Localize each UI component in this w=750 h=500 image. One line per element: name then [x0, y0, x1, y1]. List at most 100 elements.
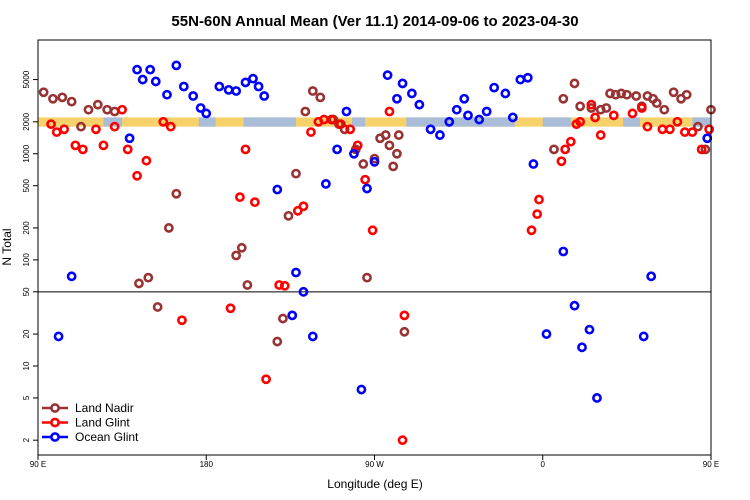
point-land-nadir: [621, 89, 632, 100]
point-land-nadir: [693, 121, 703, 132]
band-ocean: [103, 117, 123, 127]
point-ocean-glint: [541, 329, 552, 339]
x-axis: 90 E 180 90 W 0 90 E: [30, 455, 719, 469]
band-ocean: [406, 117, 515, 127]
point-ocean-glint: [253, 81, 264, 92]
point-ocean-glint: [145, 64, 156, 75]
point-land-glint: [679, 127, 690, 137]
point-land-nadir: [616, 88, 627, 99]
point-ocean-glint: [178, 81, 189, 92]
point-ocean-glint: [240, 77, 251, 88]
point-land-nadir: [549, 144, 559, 155]
point-land-glint: [165, 121, 176, 132]
point-land-nadir: [388, 161, 399, 172]
point-land-glint: [360, 174, 371, 185]
point-land-glint: [225, 303, 236, 314]
point-ocean-glint: [646, 271, 657, 282]
point-ocean-glint: [298, 286, 309, 297]
x-tick-label: 0: [541, 460, 546, 469]
point-land-nadir: [651, 98, 662, 109]
point-land-nadir: [358, 159, 369, 169]
point-land-glint: [109, 121, 120, 132]
point-ocean-glint: [124, 133, 135, 144]
legend-marker: [50, 417, 60, 428]
point-ocean-glint: [414, 99, 425, 110]
y-axis: 2 5 10 20 50 100 200 500 1000 2000 5000: [22, 70, 38, 442]
point-land-nadir: [92, 99, 103, 110]
point-land-glint: [565, 136, 576, 147]
point-land-glint: [261, 374, 271, 385]
point-ocean-glint: [53, 331, 64, 342]
point-ocean-glint: [162, 89, 172, 100]
x-tick-label: 90 W: [365, 460, 384, 469]
point-land-nadir: [76, 121, 86, 132]
point-land-nadir: [152, 302, 163, 312]
point-ocean-glint: [463, 110, 473, 121]
point-land-glint: [177, 315, 187, 326]
point-ocean-glint: [195, 103, 206, 113]
point-land-glint: [590, 112, 600, 123]
point-land-glint: [586, 99, 597, 110]
point-ocean-glint: [369, 156, 380, 167]
point-ocean-glint: [287, 310, 298, 321]
point-ocean-glint: [528, 159, 539, 169]
point-ocean-glint: [231, 86, 242, 96]
point-land-nadir: [300, 106, 311, 117]
point-land-glint: [77, 144, 88, 155]
y-tick-label: 2: [22, 437, 31, 442]
point-land-glint: [240, 144, 251, 155]
legend-item-ocean-glint: Ocean Glint: [42, 430, 139, 444]
point-ocean-glint: [188, 91, 199, 101]
point-land-glint: [298, 201, 309, 212]
point-land-nadir: [668, 87, 679, 98]
point-ocean-glint: [397, 78, 408, 89]
x-tick-label: 90 E: [703, 460, 719, 469]
point-land-nadir: [57, 92, 68, 103]
point-land-glint: [534, 194, 544, 205]
point-land-glint: [696, 144, 707, 155]
y-tick-label: 20: [22, 329, 31, 338]
point-ocean-glint: [272, 184, 283, 195]
band-ocean: [198, 117, 216, 127]
point-ocean-glint: [362, 183, 372, 194]
point-land-nadir: [242, 280, 253, 290]
point-ocean-glint: [444, 116, 455, 127]
point-ocean-glint: [150, 76, 161, 87]
band-ocean: [243, 117, 296, 127]
point-land-nadir: [700, 144, 711, 155]
band-ocean: [623, 117, 640, 127]
point-land-glint: [91, 124, 101, 135]
point-land-nadir: [272, 336, 283, 347]
y-tick-label: 1000: [22, 144, 31, 162]
point-ocean-glint: [451, 104, 462, 115]
point-ocean-glint: [522, 72, 533, 83]
y-tick-label: 2000: [22, 112, 31, 130]
y-axis-label: N Total: [0, 228, 14, 265]
legend-marker: [50, 403, 60, 413]
y-tick-label: 5000: [22, 70, 31, 88]
point-land-glint: [595, 130, 606, 140]
point-land-nadir: [575, 101, 586, 112]
point-land-glint: [704, 124, 715, 135]
band-ocean: [542, 117, 571, 127]
y-tick-label: 10: [22, 361, 31, 370]
point-land-glint: [664, 124, 675, 135]
point-ocean-glint: [507, 112, 518, 123]
point-land-glint: [306, 127, 316, 137]
plot-frame: [37, 39, 712, 456]
point-land-nadir: [134, 278, 144, 289]
point-land-glint: [279, 280, 290, 291]
x-axis-label: Longitude (deg E): [327, 477, 422, 491]
point-ocean-glint: [214, 81, 225, 92]
point-ocean-glint: [332, 144, 343, 155]
point-land-glint: [274, 280, 285, 290]
point-land-nadir: [659, 104, 670, 115]
point-land-nadir: [48, 93, 58, 104]
point-land-glint: [326, 114, 337, 125]
y-tick-label: 5: [22, 395, 31, 400]
point-land-glint: [532, 209, 543, 219]
point-ocean-glint: [307, 331, 318, 342]
y-tick-label: 200: [22, 221, 31, 235]
y-tick-label: 100: [22, 253, 31, 267]
point-ocean-glint: [481, 106, 492, 117]
